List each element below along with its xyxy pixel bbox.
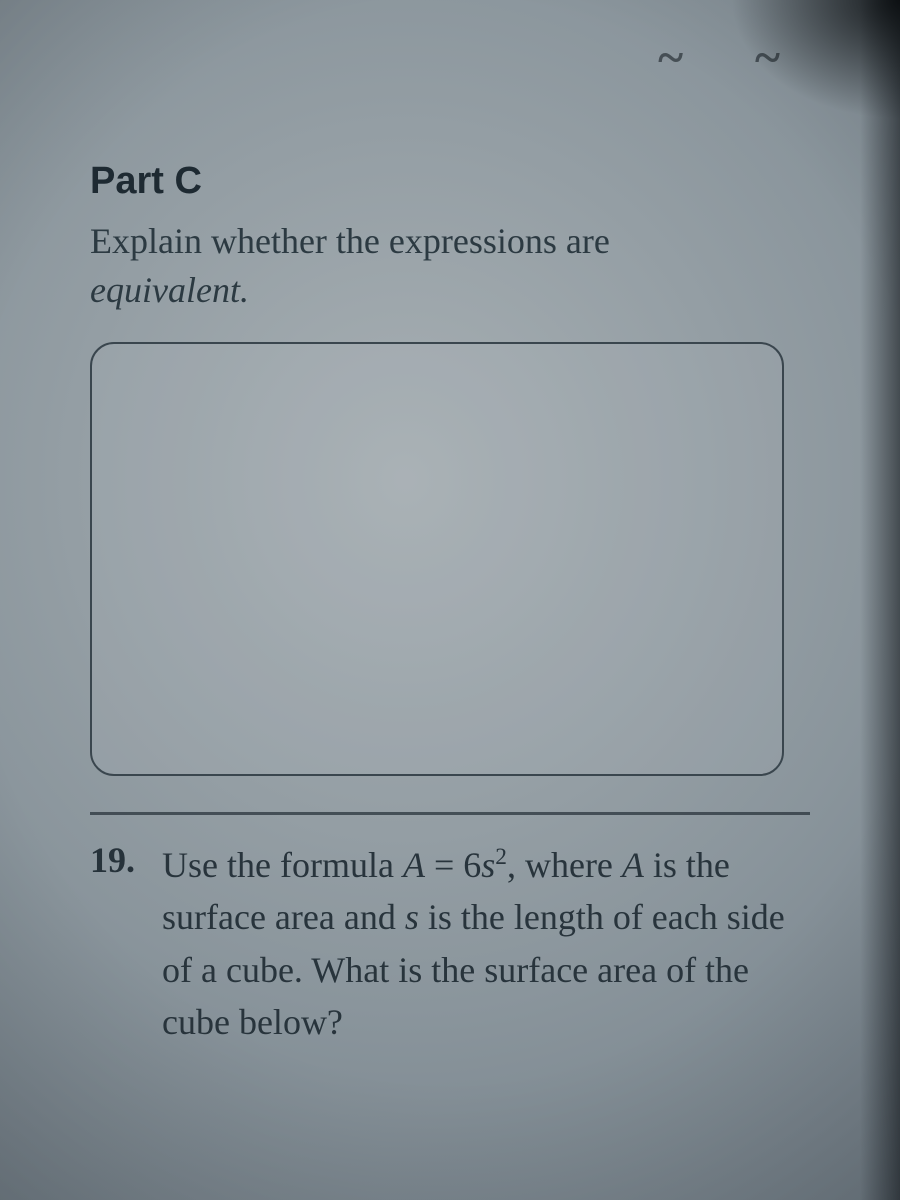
answer-box[interactable] [90, 342, 784, 776]
q19-var: s [481, 845, 495, 885]
question-number: 19. [90, 839, 148, 881]
question-19: 19. Use the formula A = 6s2, where A is … [90, 839, 830, 1048]
part-c-label: Part C [90, 160, 830, 203]
part-c-prompt: Explain whether the expressions are equi… [90, 217, 830, 314]
q19-pre: Use the formula [162, 845, 403, 885]
q19-post1: , where [507, 845, 622, 885]
q19-lhs: A [403, 845, 425, 885]
right-edge-shadow [860, 0, 900, 1200]
question-text: Use the formula A = 6s2, where A is the … [162, 839, 822, 1048]
q19-varA: A [622, 845, 644, 885]
q19-coef: 6 [463, 845, 481, 885]
q19-exp: 2 [495, 844, 507, 870]
prompt-line-2: equivalent. [90, 270, 249, 310]
q19-eq: = [425, 845, 463, 885]
q19-vars: s [405, 897, 419, 937]
worksheet-page: ~ ~ Part C Explain whether the expressio… [0, 0, 900, 1200]
corner-shadow [730, 0, 900, 120]
section-divider [90, 812, 810, 815]
prompt-line-1: Explain whether the expressions are [90, 221, 610, 261]
